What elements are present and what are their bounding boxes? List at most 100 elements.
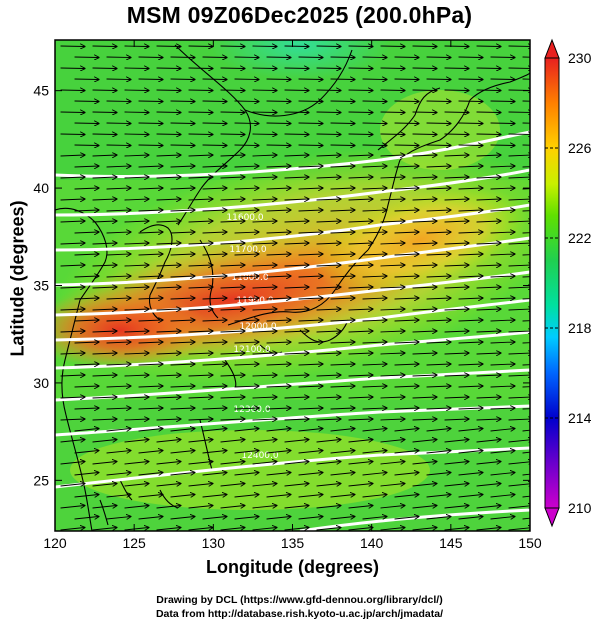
wind-arrow (444, 484, 469, 487)
wind-arrow (476, 134, 501, 135)
wind-arrow (458, 342, 483, 343)
wind-arrow (458, 495, 483, 498)
wind-arrow (508, 462, 530, 465)
wind-arrow (266, 254, 291, 255)
wind-arrow (426, 254, 451, 255)
wind-arrow (444, 419, 469, 420)
wind-arrow (188, 375, 213, 376)
wind-arrow (156, 221, 181, 222)
wind-arrow (138, 298, 163, 299)
wind-arrow (266, 166, 291, 167)
wind-arrow (202, 123, 227, 124)
wind-arrow (508, 287, 530, 288)
wind-arrow (156, 506, 181, 509)
wind-arrow (444, 90, 469, 91)
wind-arrow (60, 397, 85, 398)
wind-arrow (266, 210, 291, 211)
wind-arrow (60, 287, 85, 288)
wind-arrow (298, 320, 323, 321)
wind-arrow (444, 199, 469, 200)
wind-arrow (220, 506, 245, 509)
wind-arrow (60, 68, 85, 69)
wind-arrow (412, 155, 437, 156)
wind-arrow (252, 46, 277, 47)
wind-arrow (284, 155, 309, 156)
wind-arrow (362, 298, 387, 299)
wind-arrow (138, 495, 163, 498)
wind-arrow (170, 473, 195, 476)
wind-arrow (444, 265, 469, 266)
wind-arrow (458, 166, 483, 167)
wind-arrow (92, 419, 117, 420)
x-axis-label: Longitude (degrees) (205, 557, 379, 577)
wind-arrow (156, 46, 181, 47)
wind-arrow (458, 320, 483, 321)
wind-arrow (234, 495, 259, 498)
wind-arrow (444, 134, 469, 135)
wind-arrow (490, 364, 515, 365)
wind-arrow (348, 528, 373, 531)
wind-arrow (394, 145, 419, 146)
wind-arrow (170, 408, 195, 409)
wind-arrow (458, 210, 483, 211)
wind-arrow (234, 451, 259, 454)
wind-arrow (394, 364, 419, 365)
wind-arrow (220, 353, 245, 354)
wind-arrow (380, 462, 405, 465)
wind-arrow (234, 320, 259, 321)
wind-arrow (220, 265, 245, 266)
wind-arrow (92, 177, 117, 178)
wind-arrow (124, 155, 149, 156)
wind-arrow (252, 353, 277, 354)
wind-arrow (138, 276, 163, 277)
wind-arrow (202, 210, 227, 211)
wind-arrow (220, 90, 245, 91)
wind-arrow (522, 298, 530, 300)
x-tick-label: 120 (43, 535, 67, 551)
wind-arrow (266, 429, 291, 432)
wind-arrow (266, 364, 291, 365)
wind-arrow (156, 177, 181, 178)
wind-arrow (220, 419, 245, 420)
wind-arrow (394, 429, 419, 432)
wind-arrow (508, 243, 530, 244)
wind-arrow (60, 155, 85, 156)
wind-arrow (316, 90, 341, 91)
wind-arrow (138, 342, 163, 343)
wind-arrow (380, 287, 405, 288)
wind-arrow (156, 462, 181, 465)
wind-arrow (156, 331, 181, 332)
wind-arrow (234, 517, 259, 520)
wind-arrow (92, 462, 117, 465)
wind-arrow (394, 101, 419, 102)
wind-arrow (252, 134, 277, 135)
wind-arrow (138, 320, 163, 321)
wind-arrow (60, 309, 85, 310)
wind-arrow (316, 46, 341, 47)
wind-arrow (412, 331, 437, 332)
wind-arrow (476, 243, 501, 244)
wind-arrow (106, 254, 131, 255)
wind-arrow (74, 188, 99, 189)
wind-arrow (426, 276, 451, 277)
wind-arrow (426, 495, 451, 498)
wind-arrow (220, 112, 245, 113)
wind-arrow (170, 276, 195, 277)
wind-arrow (252, 287, 277, 288)
wind-arrow (330, 79, 355, 80)
wind-arrow (476, 265, 501, 266)
wind-arrow (170, 232, 195, 233)
wind-arrow (330, 188, 355, 189)
wind-arrow (156, 419, 181, 420)
wind-arrow (74, 320, 99, 321)
wind-arrow (362, 342, 387, 343)
wind-arrow (138, 364, 163, 365)
wind-arrow (60, 243, 85, 244)
wind-arrow (124, 309, 149, 310)
wind-arrow (170, 166, 195, 167)
wind-arrow (458, 451, 483, 454)
wind-arrow (522, 254, 530, 256)
wind-arrow (60, 462, 85, 465)
wind-arrow (266, 57, 291, 58)
wind-arrow (202, 254, 227, 255)
